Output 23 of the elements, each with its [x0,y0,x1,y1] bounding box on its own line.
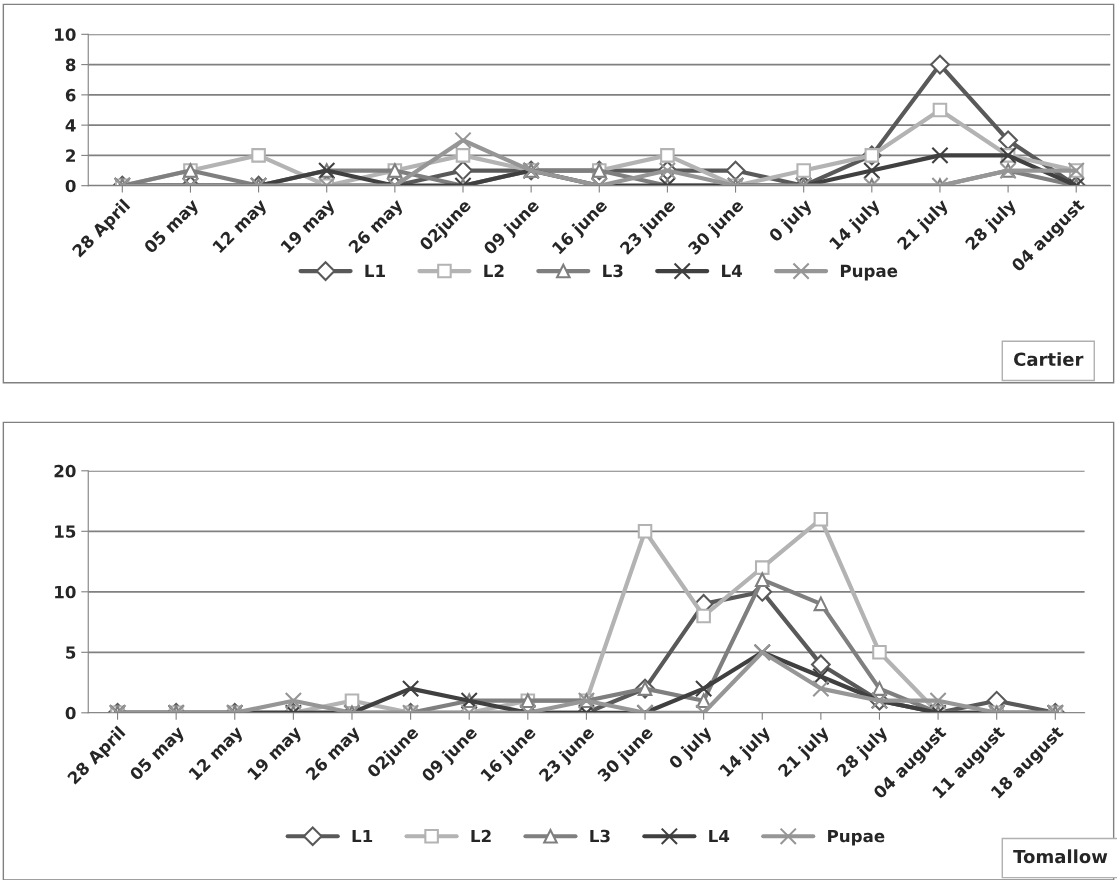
legend-label: Pupae [840,264,898,281]
y-tick-label: 4 [65,119,76,132]
y-tick-label: 10 [55,28,76,41]
y-tick-label: 10 [55,585,76,599]
y-tick-label: 15 [55,525,76,538]
text: Tomallow [1013,849,1108,864]
legend-label: L2 [484,264,504,277]
legend-label: L2 [471,829,491,843]
y-tick-label: 20 [54,464,76,478]
legend-label: L3 [603,264,623,278]
legend-label: L1 [352,829,373,843]
y-tick-label: 0 [65,706,76,720]
text: Cartier [1014,352,1084,367]
y-tick-label: 6 [65,88,76,102]
legend-label: Pupae [828,829,885,846]
y-tick-label: 0 [65,179,76,193]
legend-label: L4 [709,829,730,843]
y-tick-label: 2 [66,149,75,162]
legend-label: L1 [365,264,385,277]
legend-label: L3 [590,829,610,843]
y-tick-label: 5 [66,646,76,659]
y-tick-label: 8 [65,58,76,72]
legend-label: L4 [722,264,742,277]
